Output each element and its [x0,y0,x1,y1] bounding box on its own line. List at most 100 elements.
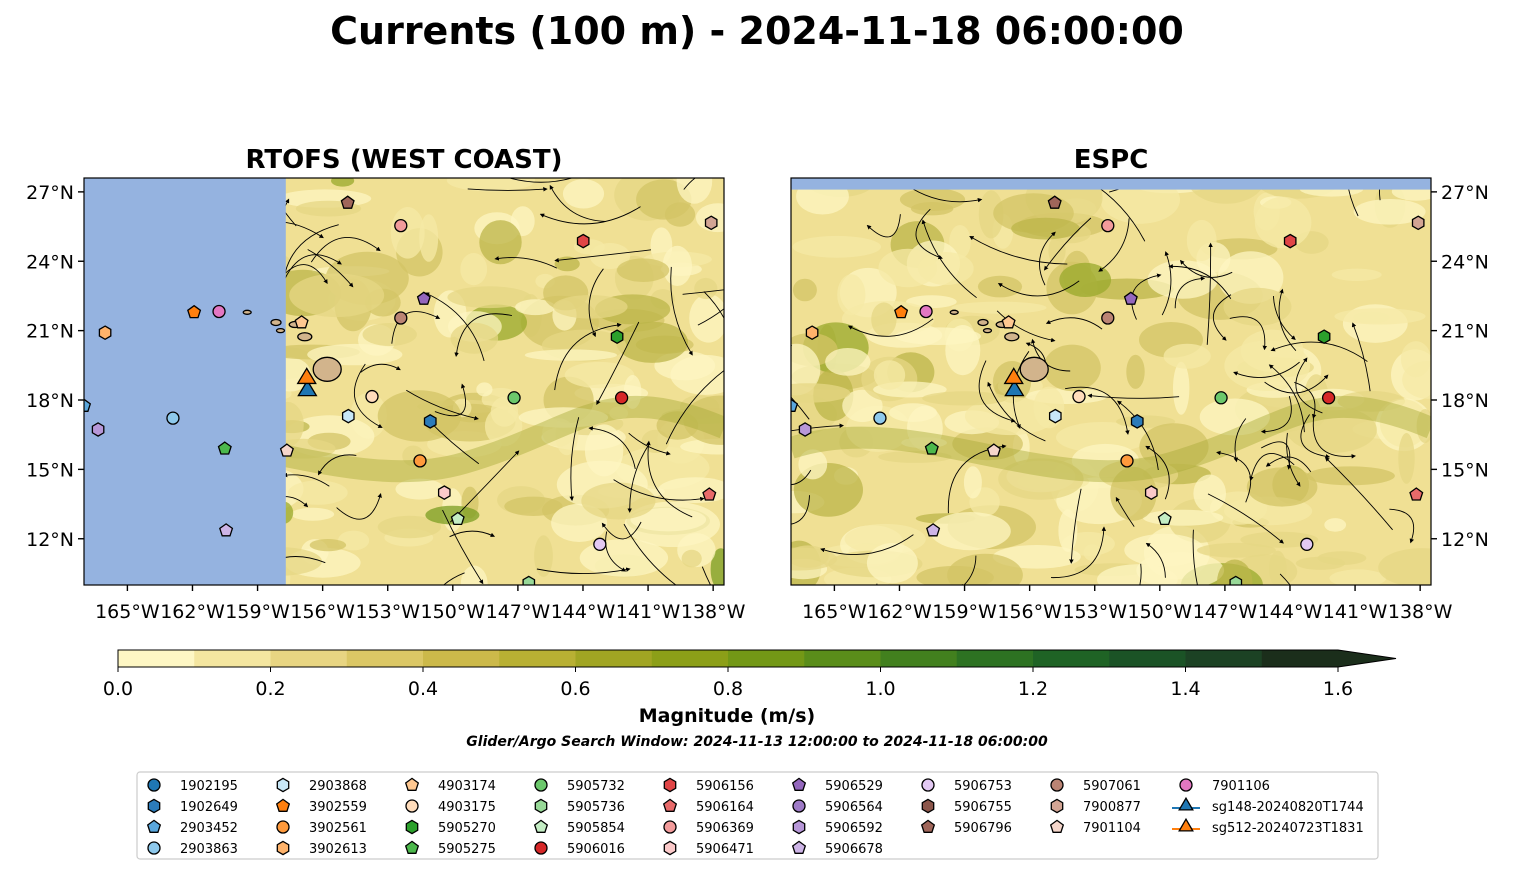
magnitude-patch [1286,406,1377,453]
float-5905736-marker [1229,575,1243,585]
colorbar-bin [1185,650,1263,667]
streamline [1098,218,1130,272]
legend-label: 5906164 [696,800,754,815]
streamline [847,318,934,337]
legend-entry: sg148-20240820T1744 [1172,796,1364,815]
streamline [510,178,574,183]
legend-entry: 5906471 [663,840,754,857]
y-tick-label: 21°N [1441,321,1489,343]
legend-label: 5907061 [1083,779,1141,794]
y-tick-label: 27°N [26,182,74,204]
legend-label: 4903174 [438,779,496,794]
float-7901104-marker [986,443,1001,457]
magnitude-patch [377,390,462,442]
legend-label: 2903452 [180,821,238,836]
streamline [1050,526,1107,579]
float-3902561-marker [1120,454,1134,468]
float-5906016-marker [1321,391,1336,405]
float-2903863-marker [166,411,180,425]
streamline [307,249,354,288]
x-tick-label: 147°W [486,601,551,623]
magnitude-patch [922,391,1007,406]
magnitude-patch [1246,467,1318,507]
legend-marker [1050,778,1064,792]
legend-label: 4903175 [438,800,496,815]
magnitude-patch [998,458,1084,500]
magnitude-patch [1147,260,1218,299]
magnitude-patch [288,480,348,505]
magnitude-patch [837,274,866,316]
legend-marker [276,840,290,856]
magnitude-patch [1056,422,1149,453]
y-tick-label: 21°N [26,321,74,343]
streamline [1117,400,1159,471]
magnitude-patch [1378,548,1431,585]
legend-label: 2903868 [309,779,367,794]
streamline [1233,361,1300,378]
float-3902561-marker [413,454,427,468]
colorbar-bin [956,650,1034,667]
streamline [1069,488,1082,564]
legend-marker [404,777,420,791]
magnitude-patch [447,286,531,309]
magnitude-patch [662,245,692,286]
island [1004,332,1020,342]
legend-label: 5905736 [567,800,625,815]
legend-marker [921,778,935,792]
float-4903174-marker [294,315,309,329]
magnitude-patch [791,383,851,403]
left-map-panel: 165°W 162°W 159°W 156°W 153°W 150°W 147°W 144°W… [26,177,746,623]
glider-sg148-marker [1004,379,1025,397]
legend-marker [792,819,806,835]
colorbar-extend-arrow [1338,650,1396,667]
x-tick-label: 138°W [1388,601,1453,623]
streamline [569,417,580,502]
float-3902613-marker [98,325,112,341]
legend-entry: 5905270 [405,819,496,836]
colorbar-tick-label: 1.0 [865,678,895,700]
x-tick-label: 144°W [551,601,616,623]
magnitude-patch [1353,199,1426,225]
magnitude-patch [446,178,536,192]
no-data-region [84,178,286,585]
magnitude-patch [636,179,692,220]
streamline [434,383,467,417]
magnitude-patch [1295,556,1346,570]
colorbar-bin [880,650,958,667]
glider-sg148-marker [297,379,318,397]
streamline [282,472,330,487]
streamline [443,572,465,585]
magnitude-patch [1097,564,1178,585]
streamline [1260,441,1292,470]
island [982,327,993,334]
magnitude-patch [792,235,882,258]
magnitude-patch [584,424,624,477]
island [275,327,286,334]
legend-label: 1902649 [180,800,238,815]
legend-label: 3902613 [309,842,367,857]
streamline [1294,381,1317,419]
no-data-region [791,178,1431,190]
legend-entry: 5906156 [663,777,754,794]
legend-entry: 5906369 [663,820,754,836]
streamline [1161,251,1172,316]
x-tick-label: 147°W [1193,601,1258,623]
colorbar-bin [423,650,500,667]
magnitude-patch [906,295,957,309]
streamline [682,289,724,295]
streamline [1087,393,1180,399]
legend-entry: 3902561 [276,820,367,836]
legend-label: sg512-20240723T1831 [1212,821,1364,836]
streamline [442,509,484,585]
float-5906592-marker [91,422,105,437]
magnitude-patch [460,253,488,286]
float-5906164-marker [1409,487,1424,501]
streamline [791,469,812,486]
colorbar-tick-label: 1.6 [1323,678,1353,700]
magnitude-patch [623,374,642,409]
streamline [588,426,636,470]
magnitude-patch [1324,518,1347,532]
legend-marker [147,841,161,855]
legend-marker [1050,798,1064,814]
streamline [601,521,642,540]
